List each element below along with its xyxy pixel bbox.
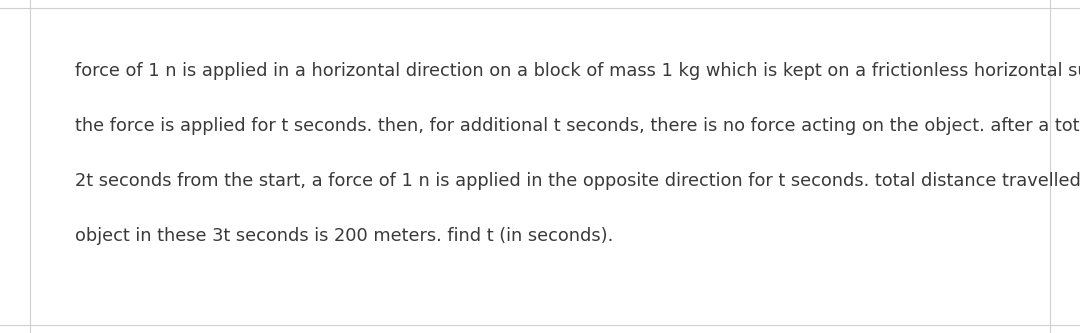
Text: 2t seconds from the start, a force of 1 n is applied in the opposite direction f: 2t seconds from the start, a force of 1 …: [75, 172, 1080, 190]
Text: force of 1 n is applied in a horizontal direction on a block of mass 1 kg which : force of 1 n is applied in a horizontal …: [75, 62, 1080, 80]
Text: object in these 3t seconds is 200 meters. find t (in seconds).: object in these 3t seconds is 200 meters…: [75, 227, 613, 245]
Text: the force is applied for t seconds. then, for additional t seconds, there is no : the force is applied for t seconds. then…: [75, 117, 1080, 135]
